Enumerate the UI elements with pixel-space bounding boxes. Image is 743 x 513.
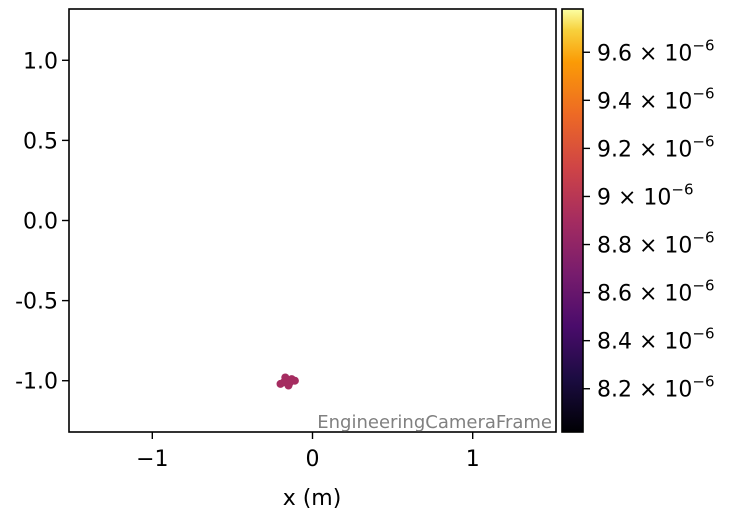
- y-tick-label: -1.0: [15, 370, 58, 395]
- y-tick-label: 0.5: [23, 129, 58, 154]
- colorbar-tick-label: 8.4 × 10−6: [597, 325, 715, 355]
- colorbar-tick-label: 8.2 × 10−6: [597, 373, 715, 403]
- x-tick-label: −1: [136, 447, 168, 472]
- colorbar-tick-label: 9.4 × 10−6: [597, 84, 715, 114]
- colorbar-tick-label: 8.8 × 10−6: [597, 229, 715, 259]
- y-tick-label: 1.0: [23, 49, 58, 74]
- scatter-point: [286, 378, 295, 387]
- x-tick-label: 1: [466, 447, 480, 472]
- plot-area: [68, 8, 557, 433]
- y-axis-ticks: 1.0 0.5 0.0 -0.5 -1.0: [15, 49, 69, 395]
- scatter-point: [279, 378, 288, 387]
- scatter-points: [276, 373, 299, 390]
- colorbar-tick-label: 9.6 × 10−6: [597, 36, 715, 66]
- colorbar-tick-label: 8.6 × 10−6: [597, 277, 715, 307]
- y-tick-label: -0.5: [15, 290, 58, 315]
- colorbar-tick-label: 9.2 × 10−6: [597, 132, 715, 162]
- colorbar-ticks: 8.2 × 10−6 8.4 × 10−6 8.6 × 10−6 8.8 × 10−6…: [583, 36, 715, 403]
- colorbar-tick-label: 9 × 10−6: [597, 180, 694, 210]
- y-tick-label: 0.0: [23, 210, 58, 235]
- frame-annotation: EngineeringCameraFrame: [317, 412, 552, 433]
- x-axis-label: x (m): [283, 486, 342, 511]
- colorbar: [561, 8, 584, 433]
- x-axis-ticks: −1 0 1: [136, 432, 480, 472]
- x-tick-label: 0: [306, 447, 320, 472]
